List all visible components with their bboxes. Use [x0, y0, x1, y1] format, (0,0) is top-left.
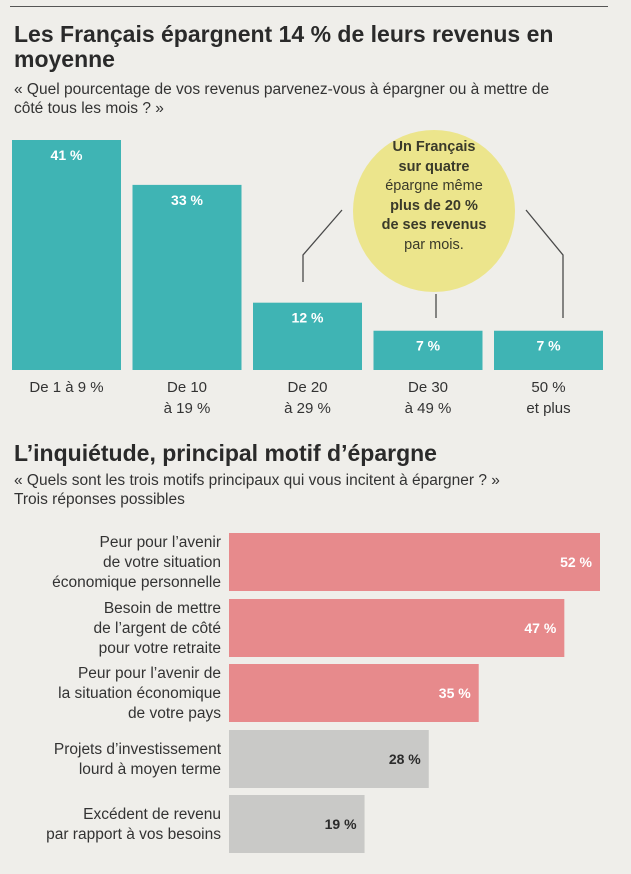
- bar-1: [12, 140, 121, 370]
- bar-5: [494, 330, 603, 370]
- connector-left: [302, 209, 343, 282]
- bar-value-label-5: 7 %: [536, 338, 561, 354]
- hbar-value-label-2: 47 %: [524, 620, 556, 636]
- hbar-2: [229, 599, 565, 657]
- hbar-category-label-1: Peur pour l’avenir de votre situation écon…: [52, 534, 221, 591]
- hbar-1: [229, 533, 600, 591]
- hbar-value-label-1: 52 %: [560, 554, 592, 570]
- hbar-3: [229, 664, 479, 722]
- chart1-title: Les Français épargnent 14 % de leurs rev…: [14, 21, 554, 72]
- hbar-category-label-2: Besoin de mettre de l’argent de côté pour …: [93, 600, 221, 657]
- category-label-3: De 20 à 29 %: [284, 379, 331, 417]
- bar-value-label-1: 41 %: [51, 147, 83, 163]
- bar-value-label-4: 7 %: [416, 338, 441, 354]
- hbar-4: [229, 730, 429, 788]
- connector-right: [525, 209, 564, 318]
- bar-value-label-2: 33 %: [171, 192, 203, 208]
- hbar-category-label-5: Excédent de revenu par rapport à vos beso…: [46, 806, 221, 843]
- hbar-5: [229, 795, 365, 853]
- hbar-category-label-4: Projets d’investissement lourd à moyen te…: [54, 741, 222, 778]
- chart1-subtitle: « Quel pourcentage de vos revenus parven…: [14, 81, 550, 117]
- bar-2: [132, 184, 242, 370]
- hbar-value-label-5: 19 %: [325, 816, 357, 832]
- chart2-title: L’inquiétude, principal motif d’épargne: [14, 440, 437, 466]
- chart1-vertical-bar-chart: 41 % De 1 à 9 % 33 % De 10 à 19 % 12 % De 20 à …: [12, 140, 603, 417]
- bar-value-label-3: 12 %: [292, 310, 324, 326]
- hbar-value-label-3: 35 %: [439, 685, 471, 701]
- category-label-5: 50 % et plus: [526, 379, 570, 417]
- bar-3: [253, 302, 362, 370]
- bar-4: [373, 330, 483, 370]
- callout-bubble: Un Français sur quatre épargne même plus…: [353, 130, 515, 292]
- category-label-4: De 30 à 49 %: [405, 379, 452, 417]
- hbar-value-label-4: 28 %: [389, 751, 421, 767]
- chart2-subtitle: « Quels sont les trois motifs principaux…: [14, 472, 500, 508]
- top-rule: [10, 6, 608, 7]
- category-label-1: De 1 à 9 %: [29, 379, 103, 396]
- callout-text: Un Français sur quatre épargne même plus…: [381, 139, 487, 253]
- category-label-2: De 10 à 19 %: [164, 379, 211, 417]
- hbar-category-label-3: Peur pour l’avenir de la situation économ…: [58, 665, 221, 722]
